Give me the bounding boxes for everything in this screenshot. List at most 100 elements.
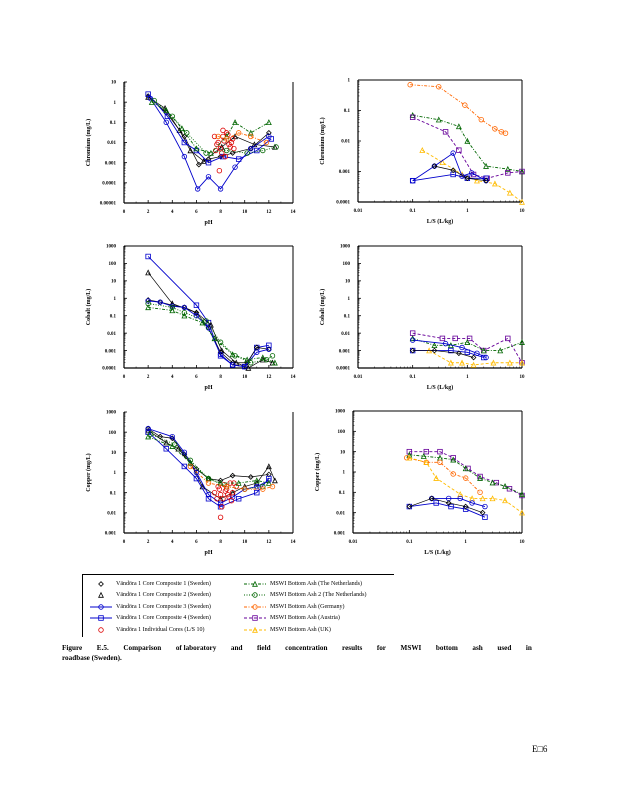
y-axis-title: Chromium (mg/L) [319,117,326,164]
series-c1 [409,347,477,361]
data-point [406,503,413,510]
data-point [235,130,242,136]
data-point [193,466,200,472]
caption-word: results [342,644,363,652]
series-line [412,332,523,363]
x-tick-label: 1 [466,375,469,380]
series-line [412,173,487,182]
series-line [147,93,272,164]
data-point [450,150,456,156]
data-point [442,129,449,135]
caption-line-1: Figure E.5. Comparison of laboratory and fiel… [62,643,532,653]
data-point [492,126,498,132]
data-point [519,491,525,498]
data-point [490,359,497,366]
data-point [223,136,230,142]
series-line [412,339,487,358]
caption-word: concentration [285,644,328,652]
data-point [423,459,430,465]
data-point [181,153,188,160]
data-point [235,479,242,486]
x-tick-label: 0.01 [354,375,363,380]
x-tick-label: 12 [266,375,272,380]
data-point [519,492,525,499]
legend-label: Vändöra 1 Core Composite 1 (Sweden) [116,580,211,587]
data-point [203,150,209,156]
x-tick-label: 10 [242,210,248,215]
data-point [193,469,200,476]
data-point [219,504,225,510]
data-point [211,335,218,342]
series-de [407,82,509,136]
data-point [435,116,442,123]
data-point [459,359,465,366]
series-line [147,436,269,484]
data-point [477,473,483,480]
x-tick-label: 12 [266,210,272,215]
x-tick-label: 4 [171,375,174,380]
y-tick-label: 100 [109,431,117,436]
series-line [409,502,486,518]
data-point [497,347,504,354]
y-axis-title: Copper (mg/L) [314,453,321,491]
data-point [242,363,248,370]
chromium-vs-ph-plot: 0.00001 0.0001 0.001 0.01 0.1 1 10 0 2 4 6 8 10 12 14 p… [85,81,296,226]
data-point [220,153,226,160]
data-point [406,454,413,461]
x-axis-title: L/S (L/kg) [427,218,454,225]
y-tick-label: 0.1 [344,314,351,319]
data-point [220,496,226,502]
caption-word: MSWI [400,644,422,652]
data-point [181,304,188,311]
data-point [481,354,487,361]
caption-word: E.5. [96,644,109,652]
data-point [431,163,438,169]
data-point [450,456,457,463]
y-tick-label: 10 [340,450,346,455]
x-axis-title: L/S (L/kg) [424,549,451,556]
legend-label: MSWI Bottom Ash (Germany) [270,603,345,610]
caption-word: and [230,644,243,652]
data-point [232,164,238,170]
legend-item: MSWI Bottom Ash (Austria) [242,613,367,625]
x-tick-label: 14 [291,210,297,215]
data-point [409,177,416,184]
data-point [464,175,471,182]
data-point [225,491,231,498]
data-point [248,145,254,152]
data-point [439,335,446,342]
series-line [409,454,523,495]
data-point [489,495,496,502]
x-tick-label: 6 [195,210,198,215]
series-line [412,114,523,172]
data-point [217,351,224,358]
y-tick-label: 10 [111,81,117,86]
legend-item: Vändöra 1 Individual Cores (L/S 10) [88,624,211,636]
data-point [502,497,508,504]
data-point [420,452,427,459]
data-point [205,174,212,180]
data-point [232,353,238,359]
legend-border [82,575,83,637]
data-point [145,269,152,276]
data-point [223,483,230,490]
data-point [464,137,471,144]
legend-label: MSWI Bottom Ash 2 (The Netherlands) [270,592,367,599]
legend-symbol-c3-icon [90,604,112,610]
y-tick-label: 0.0001 [102,182,116,187]
legend-label: MSWI Bottom Ash (Austria) [270,615,340,622]
data-point [269,483,276,490]
data-point [181,312,188,319]
data-point [231,145,237,152]
caption-word: used [497,644,512,652]
y-tick-label: 100 [338,430,346,435]
series-c4 [145,253,272,370]
data-point [271,359,278,366]
series-c4 [409,171,489,184]
data-point [228,497,235,504]
data-point [265,130,272,136]
data-point [214,496,220,502]
caption-line-2: roadbase (Sweden). [62,654,122,662]
legend-item: Vändöra 1 Core Composite 2 (Sweden) [88,590,211,602]
y-axis-title: Cobalt (mg/L) [85,289,92,326]
